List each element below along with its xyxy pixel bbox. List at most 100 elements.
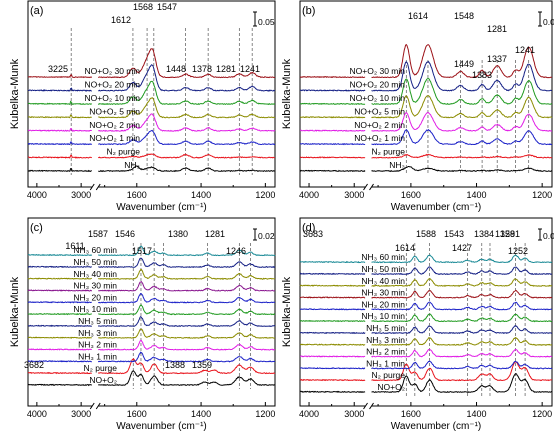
series-label: NO+O₂	[377, 382, 405, 392]
band-label: 1384	[474, 229, 494, 239]
spectrum-line	[299, 266, 553, 276]
spectrum-line	[300, 111, 553, 132]
spectrum-line	[27, 316, 276, 328]
spectrum-line	[299, 337, 553, 346]
spectrum-line	[299, 95, 553, 119]
x-tick-label: 1200	[532, 409, 552, 419]
x-tick-label: 3000	[71, 190, 91, 200]
series-label: N₂ purge	[106, 147, 140, 157]
series-label: NH₃ 40 min	[73, 269, 117, 279]
series-label: NO+O₂ 10 min	[350, 93, 406, 103]
series-label: NH₃ 5 min	[366, 323, 405, 333]
axis-break-gap	[365, 404, 372, 408]
x-axis-label: Wavenumber (cm⁻¹)	[116, 202, 206, 213]
plot-frame	[27, 0, 276, 188]
series-label: NH₃ 20 min	[73, 292, 117, 302]
panel-letter: (d)	[302, 222, 315, 234]
axis-break-gap	[365, 185, 372, 189]
x-axis-label: Wavenumber (cm⁻¹)	[116, 421, 206, 432]
spectrum-line	[27, 64, 276, 92]
spectrum-line	[28, 97, 276, 119]
spectrum-line	[27, 245, 276, 257]
x-tick-label: 1400	[467, 190, 487, 200]
series-label: NO+O₂ 30 min	[350, 66, 406, 76]
band-label: 3682	[24, 360, 44, 370]
y-axis-label: Kubelka-Munk	[9, 58, 21, 129]
band-label: 1543	[444, 229, 464, 239]
scale-bar-label: 0.05	[258, 17, 275, 27]
x-tick-label: 1600	[401, 190, 421, 200]
spectrum-line	[299, 313, 553, 323]
spectrum-line	[28, 339, 276, 351]
band-label: 1246	[226, 246, 246, 256]
spectrum-line	[299, 61, 553, 92]
x-tick-label: 4000	[27, 190, 47, 200]
spectrum-line	[27, 351, 276, 363]
band-label: 1568	[133, 2, 153, 12]
panel-c: 4000 3000 1600 1400 1200 Wavenumber (cm⁻¹) Kub…	[9, 217, 276, 432]
spectrum-line	[299, 153, 553, 159]
band-label: 1427	[452, 243, 472, 253]
series-label: NH₃ 1 min	[78, 351, 117, 361]
spectrum-line	[300, 348, 553, 358]
band-label: 1548	[454, 11, 474, 21]
spectrum-line	[27, 80, 276, 106]
series-label: N₂ purge	[371, 370, 405, 380]
series-label: NH₃ 1 min	[366, 358, 405, 368]
x-tick-label: 3000	[344, 409, 364, 419]
axis-break-gap	[92, 185, 99, 189]
series-label: NH₃ 10 min	[361, 311, 405, 321]
spectrum-line	[299, 43, 553, 79]
band-label: 1383	[472, 70, 492, 80]
plot-frame	[299, 217, 553, 407]
x-tick-label: 1400	[467, 409, 487, 419]
panel-letter: (b)	[302, 5, 315, 17]
panel-letter: (c)	[30, 222, 43, 234]
spectrum-line	[27, 304, 276, 316]
series-label: NO+O₂ 30 min	[85, 66, 141, 76]
spectrum-line	[28, 113, 276, 132]
band-label: 1359	[192, 360, 212, 370]
band-label: 1281	[216, 64, 236, 74]
series-label: NH₃ 5 min	[78, 316, 117, 326]
scale-bar-label: 0.02	[258, 231, 275, 241]
band-label: 1547	[157, 2, 177, 12]
panel-letter: (a)	[30, 5, 43, 17]
band-label: 1449	[454, 59, 474, 69]
band-label: 1614	[408, 11, 428, 21]
series-label: NH₃ 60 min	[361, 252, 405, 262]
x-tick-label: 1600	[127, 409, 147, 419]
panel-d: 4000 3000 1600 1400 1200 Wavenumber (cm⁻¹) Kub…	[281, 217, 554, 432]
spectrum-line	[27, 280, 276, 292]
band-label: 1612	[111, 15, 131, 25]
band-label: 3225	[48, 64, 68, 74]
spectrum-line	[27, 293, 276, 304]
y-axis-label: Kubelka-Munk	[281, 58, 293, 129]
spectrum-line	[299, 325, 552, 335]
x-tick-label: 3000	[344, 190, 364, 200]
band-label: 1281	[500, 229, 520, 239]
band-label: 1388	[165, 360, 185, 370]
x-axis-label: Wavenumber (cm⁻¹)	[391, 421, 481, 432]
spectrum-line	[299, 166, 553, 173]
scale-bar-label: 0.02	[543, 231, 554, 241]
x-tick-label: 4000	[27, 409, 47, 419]
spectrum-line	[27, 358, 276, 375]
axis-break-mark	[89, 402, 95, 410]
x-tick-label: 1600	[401, 409, 421, 419]
spectrum-line	[299, 373, 553, 394]
series-label: NO+O₂ 1 min	[354, 133, 405, 143]
axis-break-mark	[363, 402, 368, 410]
series-label: NO+O₂ 2 min	[89, 120, 140, 130]
series-label: NH₃ 2 min	[78, 340, 117, 350]
axis-break-gap	[92, 404, 99, 408]
band-label: 1241	[240, 64, 260, 74]
x-tick-label: 4000	[299, 190, 319, 200]
series-label: NO+O₂ 2 min	[354, 120, 405, 130]
series-label: NH₃ 3 min	[78, 328, 117, 338]
spectrum-line	[299, 77, 553, 105]
band-label: 1380	[168, 229, 188, 239]
spectrum-line	[299, 289, 553, 299]
series-label: NH₃ 30 min	[361, 288, 405, 298]
